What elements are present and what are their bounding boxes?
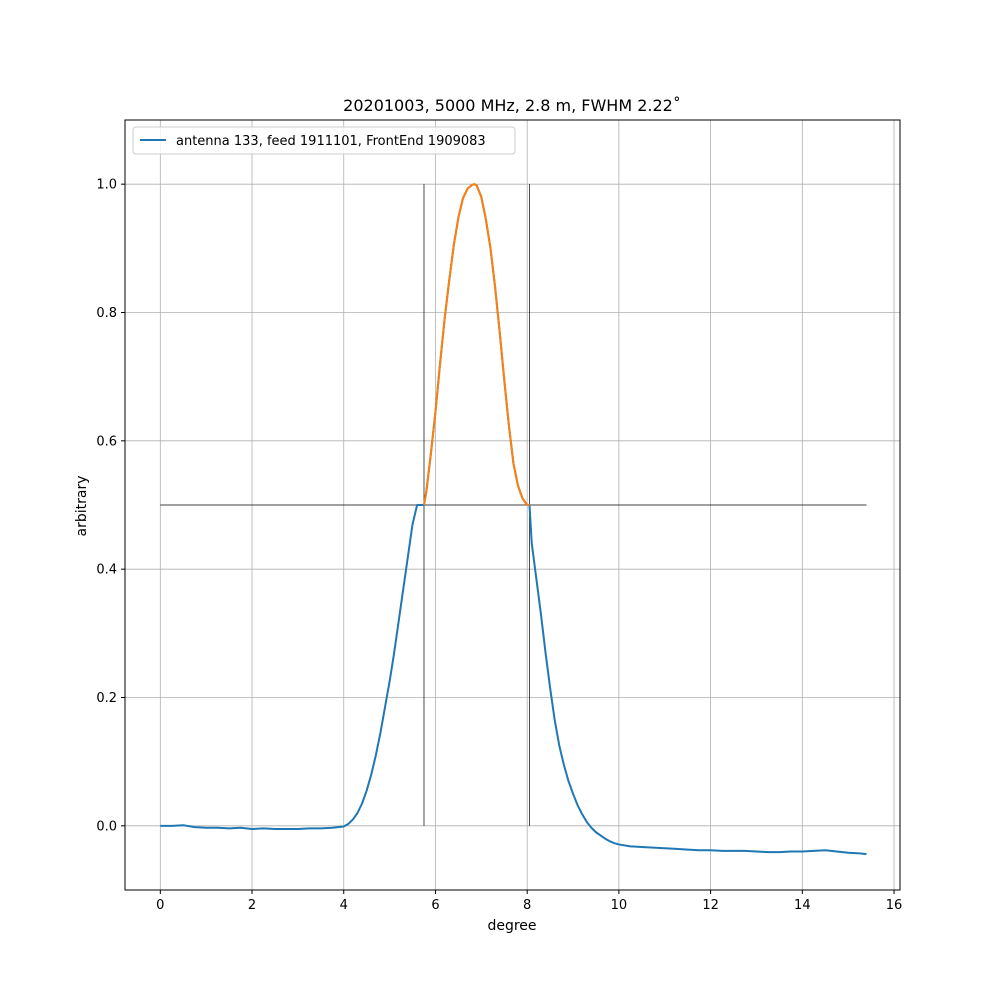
y-tick-label: 0.0 <box>96 819 117 834</box>
y-tick-label: 0.6 <box>96 434 117 449</box>
legend-box <box>132 126 516 155</box>
y-tick-label: 0.2 <box>96 691 117 706</box>
y-tick-label: 1.0 <box>96 178 117 193</box>
x-tick-label: 6 <box>431 898 439 913</box>
plot-frame <box>124 119 901 891</box>
tick-layer: 0 2 4 6 8 10 12 14 16 0.0 0.2 0.4 0.6 0.8 1.0 <box>96 178 902 913</box>
x-tick-label: 4 <box>340 898 348 913</box>
x-axis-label: degree <box>487 918 536 934</box>
x-tick-label: 14 <box>794 898 811 913</box>
x-tick-label: 10 <box>611 898 628 913</box>
legend-entry: antenna 133, feed 1911101, FrontEnd 1909… <box>176 134 486 149</box>
legend: antenna 133, feed 1911101, FrontEnd 1909… <box>132 126 516 155</box>
y-tick-label: 0.8 <box>96 306 117 321</box>
x-tick-label: 0 <box>156 898 164 913</box>
chart-title: 20201003, 5000 MHz, 2.8 m, FWHM 2.22˚ <box>343 96 681 115</box>
x-tick-label: 16 <box>886 898 903 913</box>
series-line-fwhm-segment <box>423 183 530 506</box>
x-tick-label: 12 <box>702 898 719 913</box>
y-tick-label: 0.4 <box>96 563 117 578</box>
x-tick-label: 8 <box>523 898 531 913</box>
y-axis-label: arbitrary <box>74 476 90 537</box>
x-tick-label: 2 <box>248 898 256 913</box>
series-layer <box>160 183 867 856</box>
series-line-antenna-133 <box>160 183 867 856</box>
reference-lines <box>160 184 867 826</box>
